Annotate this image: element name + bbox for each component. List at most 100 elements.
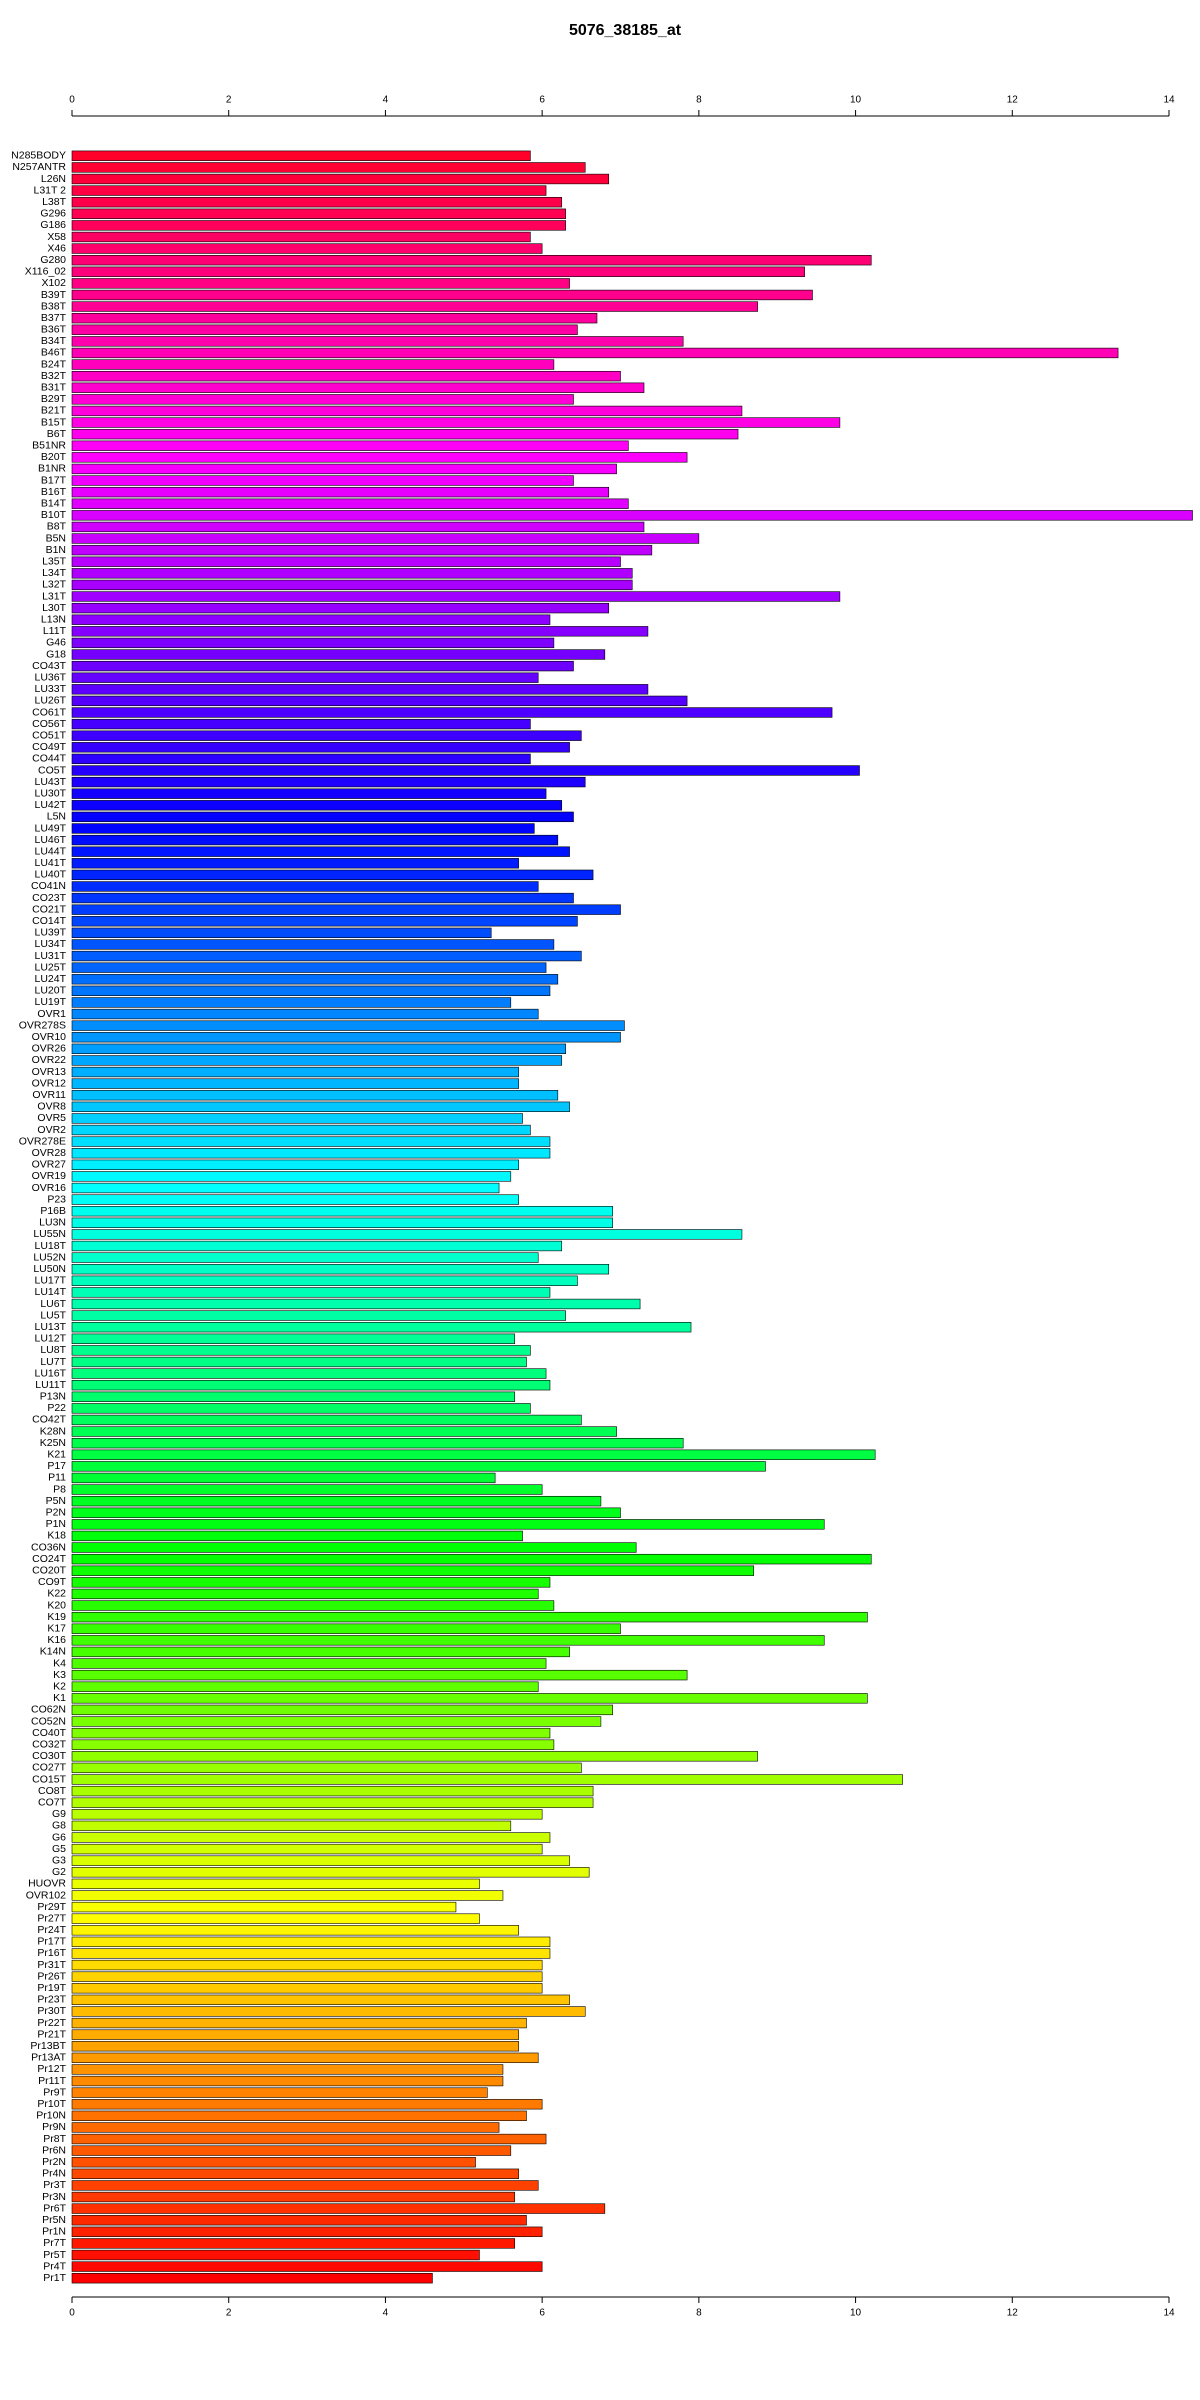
bar [71,742,570,753]
bar [71,834,559,846]
bar [71,370,621,382]
y-tick-label: B16T [41,486,67,498]
y-tick-label: Pr3T [43,2179,66,2191]
y-tick-label: K2 [53,1680,66,1692]
y-tick-label: K28N [40,1425,66,1437]
y-tick-label: B1N [46,544,66,556]
y-tick-label: OVR1 [37,1008,66,1020]
y-tick-label: LU12T [34,1333,66,1345]
bar [71,173,610,185]
bar [71,2133,547,2145]
y-tick-label: K25N [40,1437,66,1449]
y-tick-label: B24T [41,358,67,370]
y-tick-label: L31T [42,590,67,602]
y-tick-label: LU11T [35,1379,66,1391]
y-tick-label: B8T [47,521,67,533]
y-tick-label: X46 [47,242,66,254]
bar [71,2110,527,2122]
bar [71,1217,613,1228]
bar [71,312,598,324]
y-tick-label: CO41N [31,880,66,892]
bar [71,1635,825,1646]
bar [71,1043,566,1055]
y-tick-label: CO30T [32,1750,66,1762]
bar [71,544,653,556]
y-tick-label: N257ANTR [12,161,66,173]
y-tick-label: OVR26 [32,1043,67,1055]
bar [71,1449,876,1460]
bar [71,2249,480,2261]
y-tick-label: CO56T [32,718,66,730]
bar [71,231,531,243]
chart-title: 5076_38185_at [569,22,682,39]
bar [71,1623,621,1634]
bar [71,1229,743,1240]
y-tick-label: CO23T [32,892,66,904]
bar [71,2064,504,2075]
bar [71,2052,539,2064]
y-tick-label: P16B [40,1205,66,1217]
x-tick-label: 8 [696,2308,702,2319]
bar [71,2099,543,2110]
bar [71,1461,766,1472]
x-tick-label: 12 [1007,95,1019,106]
bar [71,1739,555,1750]
bar [71,1809,543,1820]
bar [71,1182,500,1194]
bar [71,974,559,985]
y-tick-label: CO43T [32,660,66,672]
bar [71,927,492,939]
bar [71,1472,496,1484]
y-tick-label: LU33T [34,683,66,695]
y-tick-label: K18 [47,1530,66,1542]
bar [71,1275,578,1286]
y-tick-label: CO21T [32,903,66,915]
y-tick-label: G2 [52,1866,66,1878]
bar [71,1983,543,1994]
bar [71,405,743,417]
y-tick-label: LU19T [34,996,66,1008]
bar [71,417,841,428]
y-tick-label: CO44T [32,753,66,765]
y-tick-label: CO32T [32,1738,66,1750]
bar [71,1669,688,1681]
bar [71,1890,504,1901]
bar [71,336,684,347]
y-tick-label: Pr2N [42,2156,66,2168]
y-tick-label: P2N [46,1507,66,1519]
bar [71,243,543,254]
y-tick-label: L35T [42,556,67,568]
y-tick-label: K14N [40,1646,66,1658]
bar [71,556,621,567]
y-tick-label: Pr12T [37,2063,66,2075]
bar [71,150,531,161]
y-tick-label: Pr30T [37,2005,66,2017]
bar [71,278,570,289]
bar [71,892,574,904]
y-tick-label: L11T [43,625,67,637]
bar [71,904,621,915]
y-tick-label: L32T [42,579,67,591]
y-tick-label: P11 [48,1472,66,1484]
bar [71,753,531,765]
x-tick-label: 10 [850,95,862,106]
y-tick-label: B29T [41,393,67,405]
bar [71,1379,551,1391]
bar [71,765,860,776]
y-tick-label: CO7T [38,1796,67,1808]
bar [71,858,519,869]
bar [71,962,547,973]
bar [71,695,688,707]
bar [71,475,574,486]
bar [71,1867,590,1878]
y-tick-label: CO36N [31,1541,66,1553]
bar [71,568,633,579]
y-tick-label: Pr31T [37,1959,66,1971]
y-tick-label: CO14T [32,915,66,927]
y-tick-label: LU3N [39,1217,66,1229]
bar [71,1994,570,2006]
y-tick-label: OVR278E [19,1135,66,1147]
y-tick-label: G46 [46,637,66,649]
y-tick-label: Pr4T [43,2260,66,2272]
y-tick-label: CO51T [32,729,66,741]
